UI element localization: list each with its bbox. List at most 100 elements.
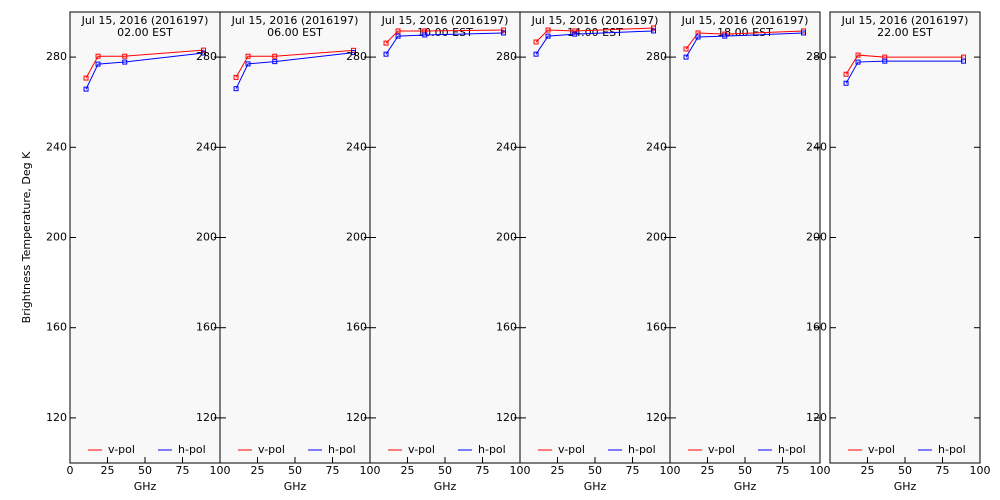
- y-tick-label: 160: [496, 321, 517, 334]
- point-marker: [351, 50, 356, 56]
- y-tick-label: 200: [496, 231, 517, 244]
- legend-label: v-pol: [558, 443, 585, 456]
- point-marker: [83, 75, 89, 81]
- series-line: [535, 30, 654, 55]
- legend-label: v-pol: [708, 443, 735, 456]
- legend-label: h-pol: [178, 443, 206, 456]
- series-line: [535, 27, 654, 43]
- y-tick-label: 200: [806, 231, 827, 244]
- y-tick-label: 120: [46, 411, 67, 424]
- point-marker: [245, 61, 251, 67]
- point-marker: [383, 40, 389, 46]
- point-marker: [233, 74, 239, 80]
- y-tick-label: 120: [196, 411, 217, 424]
- y-tick-label: 240: [196, 140, 217, 153]
- x-tick-label: 50: [438, 464, 452, 477]
- y-tick-label: 160: [46, 321, 67, 334]
- legend-label: h-pol: [478, 443, 506, 456]
- panel-subtitle: 22.00 EST: [877, 26, 933, 39]
- y-tick-label: 240: [806, 140, 827, 153]
- legend-label: v-pol: [408, 443, 435, 456]
- series-line: [85, 52, 204, 90]
- point-marker: [501, 30, 506, 36]
- panel-title: Jul 15, 2016 (2016197): [81, 14, 209, 27]
- y-tick-label: 280: [646, 50, 667, 63]
- y-tick-label: 200: [346, 231, 367, 244]
- panel-title: Jul 15, 2016 (2016197): [681, 14, 809, 27]
- point-marker: [651, 28, 656, 34]
- y-tick-label: 120: [646, 411, 667, 424]
- point-marker: [395, 28, 401, 34]
- x-tick-label: 25: [701, 464, 715, 477]
- point-marker: [545, 27, 551, 33]
- x-tick-label: 50: [898, 464, 912, 477]
- y-tick-label: 280: [46, 50, 67, 63]
- y-tick-label: 240: [46, 140, 67, 153]
- x-axis-label: GHz: [134, 480, 157, 493]
- x-axis-label: GHz: [894, 480, 917, 493]
- x-tick-label: 25: [401, 464, 415, 477]
- point-marker: [395, 33, 401, 39]
- x-tick-label: 50: [738, 464, 752, 477]
- point-marker: [383, 51, 389, 57]
- legend-label: h-pol: [778, 443, 806, 456]
- y-tick-label: 160: [646, 321, 667, 334]
- point-marker: [95, 53, 101, 59]
- series-line: [85, 49, 204, 79]
- y-tick-label: 280: [346, 50, 367, 63]
- point-marker: [272, 53, 278, 59]
- x-axis-label: GHz: [584, 480, 607, 493]
- x-tick-label: 75: [776, 464, 790, 477]
- legend-label: h-pol: [938, 443, 966, 456]
- point-marker: [83, 86, 89, 92]
- panel-subtitle: 06.00 EST: [267, 26, 323, 39]
- x-tick-label: 100: [970, 464, 991, 477]
- x-tick-label: 50: [588, 464, 602, 477]
- series-line: [685, 30, 804, 50]
- legend-label: v-pol: [108, 443, 135, 456]
- legend-label: v-pol: [868, 443, 895, 456]
- legend-label: h-pol: [328, 443, 356, 456]
- x-axis-label: GHz: [284, 480, 307, 493]
- x-tick-label: 100: [360, 464, 381, 477]
- point-marker: [882, 58, 888, 64]
- point-marker: [651, 25, 656, 31]
- x-tick-label: 75: [936, 464, 950, 477]
- y-tick-label: 200: [196, 231, 217, 244]
- panel-subtitle: 10.00 EST: [417, 26, 473, 39]
- point-marker: [683, 54, 689, 60]
- panel-frame: [69, 11, 221, 464]
- point-marker: [533, 39, 539, 45]
- series-line: [235, 49, 354, 78]
- point-marker: [855, 59, 861, 65]
- series-line: [385, 29, 504, 44]
- x-tick-label: 25: [551, 464, 565, 477]
- x-tick-label: 25: [101, 464, 115, 477]
- point-marker: [95, 61, 101, 67]
- x-tick-label: 50: [288, 464, 302, 477]
- point-marker: [122, 53, 128, 59]
- panel-frame: [519, 11, 671, 464]
- x-axis-label: GHz: [734, 480, 757, 493]
- y-tick-label: 280: [806, 50, 827, 63]
- y-tick-label: 120: [496, 411, 517, 424]
- point-marker: [855, 52, 861, 58]
- point-marker: [695, 34, 701, 40]
- x-tick-label: 0: [67, 464, 74, 477]
- x-tick-label: 75: [176, 464, 190, 477]
- point-marker: [843, 80, 849, 86]
- y-tick-label: 160: [196, 321, 217, 334]
- x-tick-label: 75: [326, 464, 340, 477]
- point-marker: [501, 27, 506, 33]
- point-marker: [533, 51, 539, 57]
- point-marker: [961, 58, 966, 64]
- series-line: [235, 52, 354, 89]
- series-line: [385, 32, 504, 55]
- point-marker: [572, 28, 578, 34]
- panel-title: Jul 15, 2016 (2016197): [381, 14, 509, 27]
- panel-title: Jul 15, 2016 (2016197): [841, 14, 969, 27]
- point-marker: [245, 53, 251, 59]
- point-marker: [272, 59, 278, 65]
- panel-frame: [829, 11, 981, 464]
